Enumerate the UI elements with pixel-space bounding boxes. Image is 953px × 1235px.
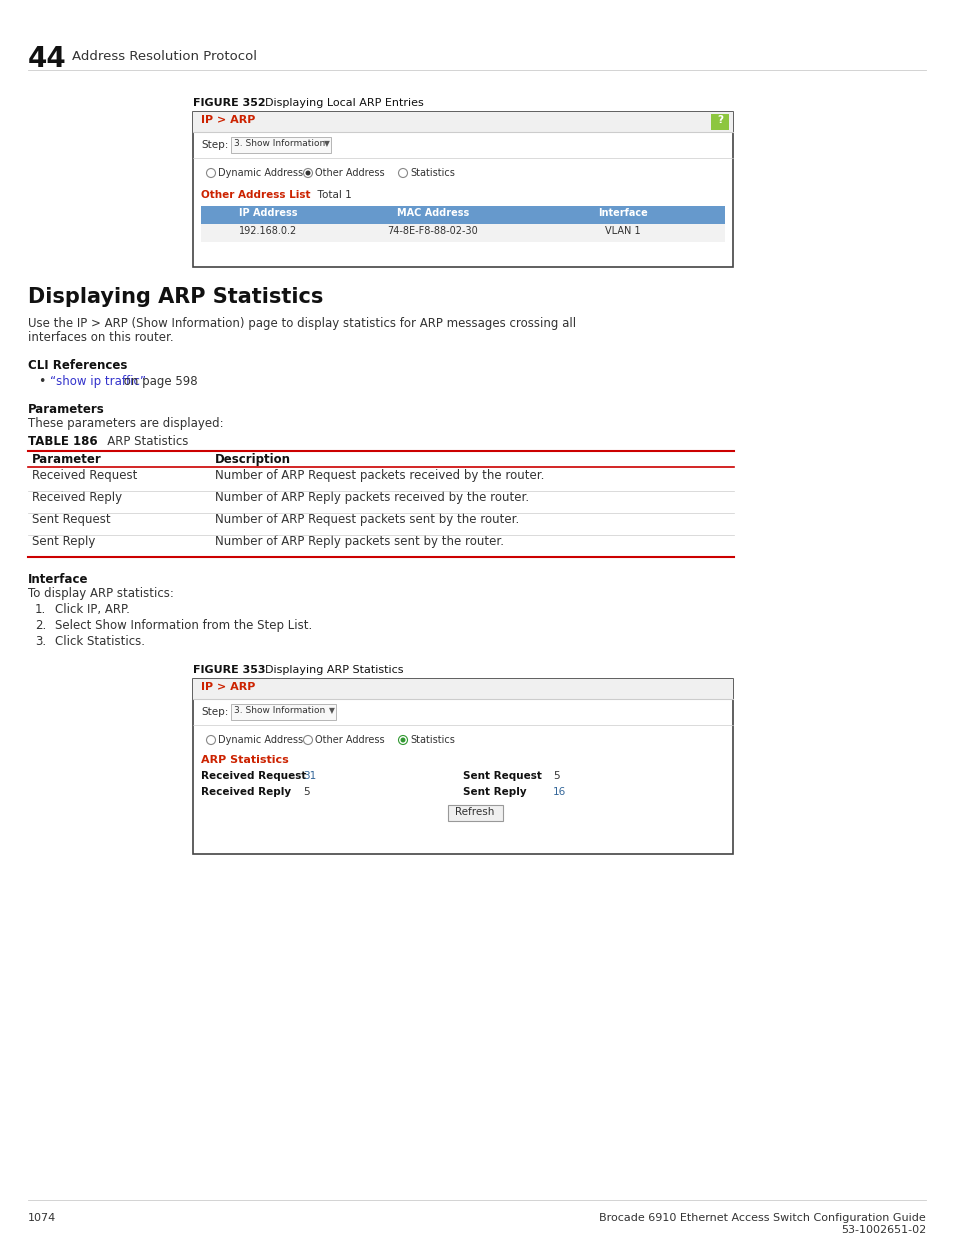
Text: Parameters: Parameters bbox=[28, 403, 105, 416]
Bar bbox=[201, 224, 724, 242]
Text: 192.168.0.2: 192.168.0.2 bbox=[238, 226, 296, 236]
Text: 1.: 1. bbox=[35, 603, 46, 616]
Bar bbox=[193, 679, 732, 853]
Text: Number of ARP Reply packets received by the router.: Number of ARP Reply packets received by … bbox=[214, 492, 529, 504]
Text: Statistics: Statistics bbox=[410, 735, 455, 745]
Circle shape bbox=[400, 737, 405, 742]
Text: Interface: Interface bbox=[598, 207, 647, 219]
Text: ARP Statistics: ARP Statistics bbox=[201, 755, 289, 764]
Text: Parameter: Parameter bbox=[32, 453, 102, 466]
Text: Dynamic Address: Dynamic Address bbox=[218, 735, 303, 745]
Text: Click Statistics.: Click Statistics. bbox=[55, 635, 145, 648]
Text: These parameters are displayed:: These parameters are displayed: bbox=[28, 417, 223, 430]
Bar bbox=[448, 805, 502, 821]
Text: TABLE 186: TABLE 186 bbox=[28, 435, 97, 448]
Text: Description: Description bbox=[214, 453, 291, 466]
Text: ?: ? bbox=[717, 115, 722, 125]
Text: 3.: 3. bbox=[35, 635, 46, 648]
Text: CLI References: CLI References bbox=[28, 359, 128, 372]
Bar bbox=[231, 704, 335, 720]
Text: Dynamic Address: Dynamic Address bbox=[218, 168, 303, 178]
Text: Statistics: Statistics bbox=[410, 168, 455, 178]
Text: 16: 16 bbox=[553, 787, 566, 797]
Text: interfaces on this router.: interfaces on this router. bbox=[28, 331, 173, 345]
Text: “show ip traffic”: “show ip traffic” bbox=[50, 375, 146, 388]
Text: Total 1: Total 1 bbox=[311, 190, 352, 200]
Circle shape bbox=[398, 168, 407, 178]
Text: Sent Request: Sent Request bbox=[462, 771, 541, 781]
Text: Other Address: Other Address bbox=[314, 735, 384, 745]
Text: Interface: Interface bbox=[28, 573, 89, 585]
Bar bbox=[710, 114, 728, 130]
Bar bbox=[193, 679, 732, 699]
Circle shape bbox=[303, 736, 313, 745]
Text: Step:: Step: bbox=[201, 706, 228, 718]
Circle shape bbox=[206, 168, 215, 178]
Text: 53-1002651-02: 53-1002651-02 bbox=[840, 1225, 925, 1235]
Text: 74-8E-F8-88-02-30: 74-8E-F8-88-02-30 bbox=[387, 226, 477, 236]
Text: 5: 5 bbox=[553, 771, 559, 781]
Text: Received Request: Received Request bbox=[32, 469, 137, 482]
Text: Other Address: Other Address bbox=[314, 168, 384, 178]
Text: Address Resolution Protocol: Address Resolution Protocol bbox=[71, 49, 256, 63]
Text: Displaying ARP Statistics: Displaying ARP Statistics bbox=[28, 287, 323, 308]
Text: Number of ARP Reply packets sent by the router.: Number of ARP Reply packets sent by the … bbox=[214, 535, 503, 548]
Text: ▼: ▼ bbox=[329, 706, 335, 715]
Text: 5: 5 bbox=[303, 787, 310, 797]
Text: on page 598: on page 598 bbox=[120, 375, 197, 388]
Text: 1074: 1074 bbox=[28, 1213, 56, 1223]
Bar bbox=[193, 112, 732, 267]
Text: Received Reply: Received Reply bbox=[201, 787, 291, 797]
Text: •: • bbox=[38, 375, 46, 388]
Text: 3. Show Information: 3. Show Information bbox=[233, 140, 325, 148]
Text: ARP Statistics: ARP Statistics bbox=[96, 435, 188, 448]
Text: ▼: ▼ bbox=[324, 140, 330, 148]
Text: Received Reply: Received Reply bbox=[32, 492, 122, 504]
Text: Brocade 6910 Ethernet Access Switch Configuration Guide: Brocade 6910 Ethernet Access Switch Conf… bbox=[598, 1213, 925, 1223]
Text: Received Request: Received Request bbox=[201, 771, 306, 781]
Text: FIGURE 352: FIGURE 352 bbox=[193, 98, 265, 107]
Bar bbox=[231, 137, 331, 153]
Circle shape bbox=[206, 736, 215, 745]
Bar bbox=[193, 112, 732, 132]
Text: To display ARP statistics:: To display ARP statistics: bbox=[28, 587, 173, 600]
Text: 3. Show Information: 3. Show Information bbox=[233, 706, 325, 715]
Text: Displaying ARP Statistics: Displaying ARP Statistics bbox=[257, 664, 403, 676]
Text: Select Show Information from the Step List.: Select Show Information from the Step Li… bbox=[55, 619, 312, 632]
Text: 2.: 2. bbox=[35, 619, 46, 632]
Text: IP > ARP: IP > ARP bbox=[201, 115, 255, 125]
Text: MAC Address: MAC Address bbox=[396, 207, 469, 219]
Text: Number of ARP Request packets sent by the router.: Number of ARP Request packets sent by th… bbox=[214, 513, 518, 526]
Text: Step:: Step: bbox=[201, 140, 228, 149]
Text: Other Address List: Other Address List bbox=[201, 190, 310, 200]
Text: Refresh: Refresh bbox=[455, 806, 495, 818]
Text: Number of ARP Request packets received by the router.: Number of ARP Request packets received b… bbox=[214, 469, 544, 482]
Circle shape bbox=[398, 736, 407, 745]
Text: FIGURE 353: FIGURE 353 bbox=[193, 664, 265, 676]
Bar bbox=[201, 206, 724, 224]
Circle shape bbox=[305, 170, 310, 175]
Text: Use the IP > ARP (Show Information) page to display statistics for ARP messages : Use the IP > ARP (Show Information) page… bbox=[28, 317, 576, 330]
Text: Sent Reply: Sent Reply bbox=[462, 787, 526, 797]
Text: IP Address: IP Address bbox=[238, 207, 297, 219]
Text: Sent Reply: Sent Reply bbox=[32, 535, 95, 548]
Circle shape bbox=[303, 168, 313, 178]
Text: VLAN 1: VLAN 1 bbox=[604, 226, 640, 236]
Text: IP > ARP: IP > ARP bbox=[201, 682, 255, 692]
Text: Displaying Local ARP Entries: Displaying Local ARP Entries bbox=[257, 98, 423, 107]
Text: Sent Request: Sent Request bbox=[32, 513, 111, 526]
Text: 31: 31 bbox=[303, 771, 315, 781]
Text: 44: 44 bbox=[28, 44, 67, 73]
Text: Click IP, ARP.: Click IP, ARP. bbox=[55, 603, 130, 616]
